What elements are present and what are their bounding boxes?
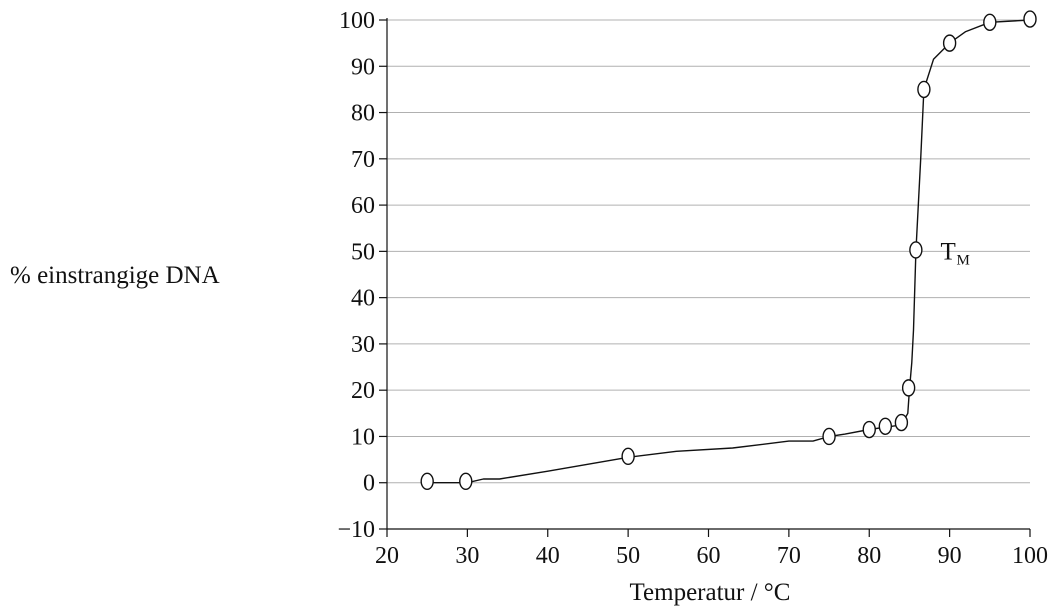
x-tick-label: 80 [857,543,881,569]
y-tick-label: 20 [351,378,375,404]
tm-subscript: M [956,252,969,268]
data-point [903,380,915,396]
y-tick-label: 50 [351,239,375,265]
x-tick-label: 100 [1012,543,1048,569]
axes [379,18,1030,537]
data-point [421,473,433,489]
data-point [918,81,930,97]
x-tick-labels: 20 30 40 50 60 70 80 90 100 [375,543,1048,569]
x-tick-label: 20 [375,543,399,569]
y-tick-label: 40 [351,286,375,312]
x-tick-label: 60 [697,543,721,569]
grid-lines [387,20,1030,483]
x-tick-label: 40 [536,543,560,569]
y-tick-label: 0 [363,471,375,497]
y-tick-label: 90 [351,54,375,80]
data-point [823,428,835,444]
y-tick-label: 10 [351,424,375,450]
data-point [863,422,875,438]
data-point [879,418,891,434]
y-tick-label: 80 [351,101,375,127]
y-tick-label: 30 [351,332,375,358]
x-tick-label: 50 [616,543,640,569]
y-tick-labels: −10 0 10 20 30 40 50 60 70 80 90 100 [337,8,375,543]
tm-label: T [940,238,955,265]
y-tick-label: 70 [351,147,375,173]
x-axis-label: Temperatur / °C [630,579,791,606]
data-point [910,242,922,258]
data-point [1024,11,1036,27]
data-point [460,473,472,489]
y-tick-label: −10 [337,517,375,543]
y-tick-label: 100 [339,8,375,34]
x-tick-label: 30 [455,543,479,569]
data-point [622,448,634,464]
x-tick-label: 90 [938,543,962,569]
y-tick-label: 60 [351,193,375,219]
x-tick-label: 70 [777,543,801,569]
data-point [944,35,956,51]
data-point [895,415,907,431]
data-point [984,14,996,30]
